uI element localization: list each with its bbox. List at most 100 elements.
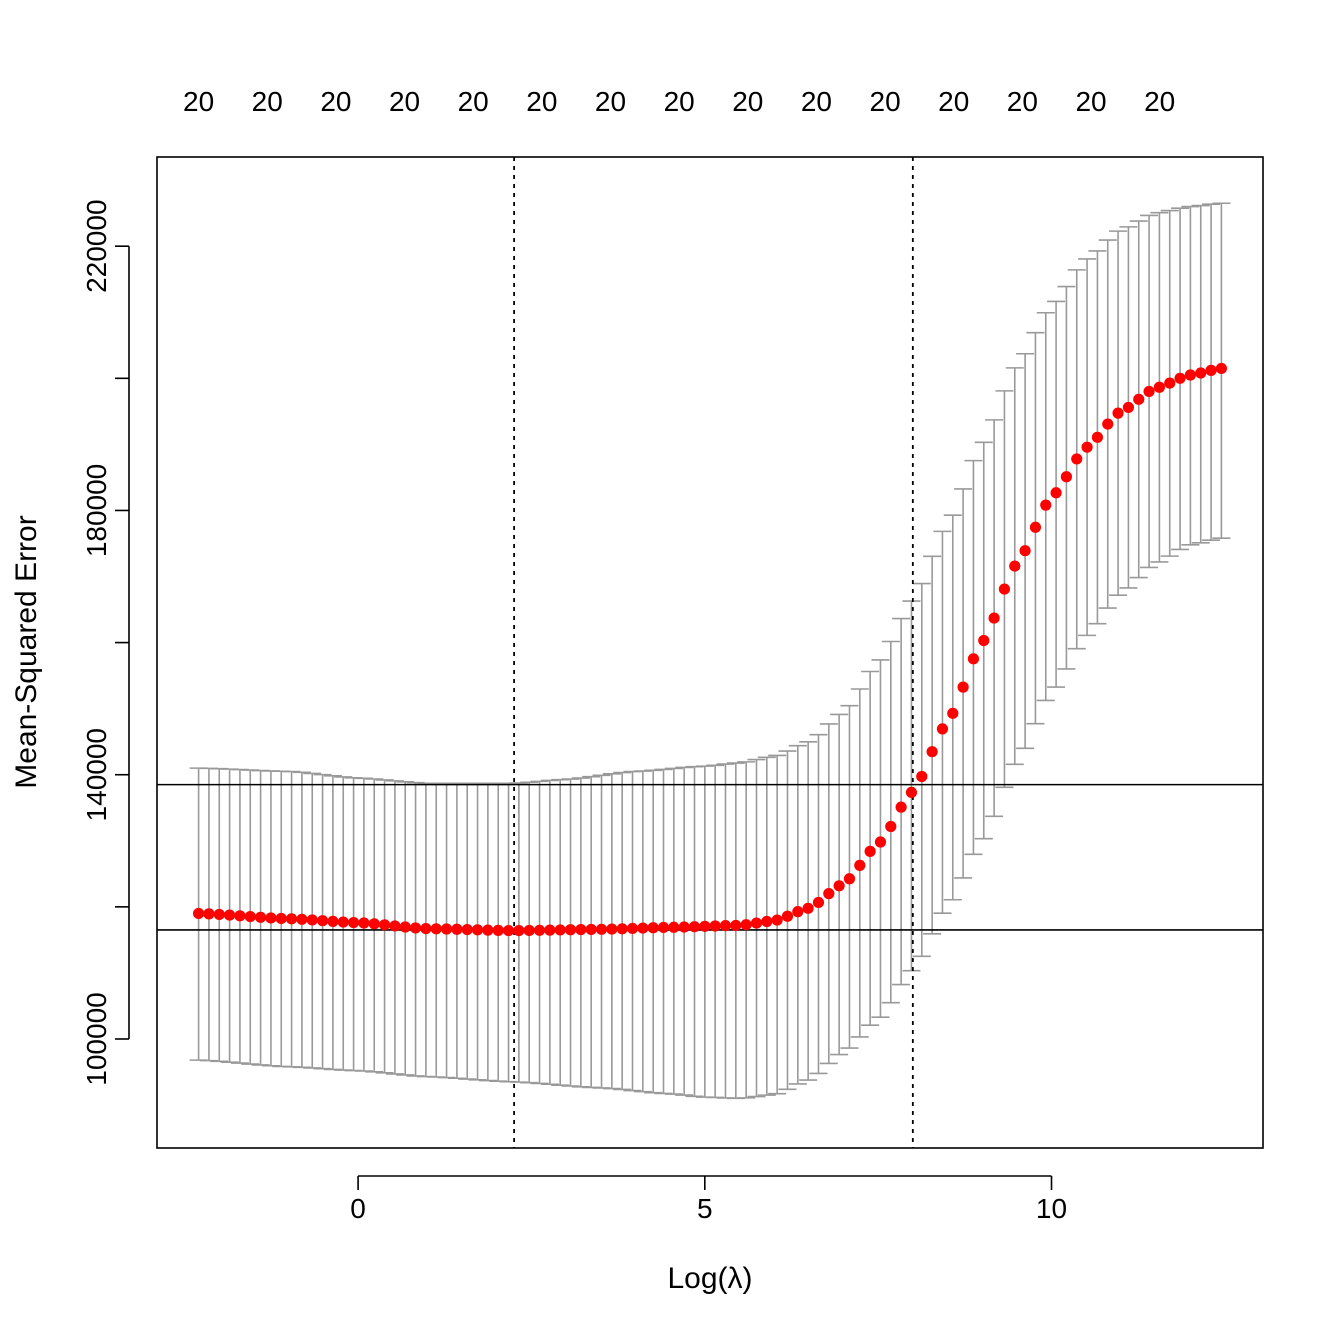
mse-point (575, 923, 587, 936)
top-tick-label: 20 (458, 86, 489, 117)
mse-point (781, 910, 794, 922)
mse-point (947, 707, 959, 719)
mse-point (564, 924, 577, 936)
mse-point (916, 770, 928, 783)
y-tick-label: 180000 (81, 464, 112, 557)
mse-point (482, 924, 494, 936)
top-axis: 20 20 20 20 20 20 20 20 20 20 20 20 20 20 20 (183, 86, 1175, 117)
top-tick-label: 20 (389, 86, 420, 117)
mse-point (275, 912, 287, 925)
mse-point (513, 924, 525, 937)
mse-point (492, 924, 504, 936)
mse-point (502, 924, 515, 937)
mse-point (637, 922, 649, 934)
mse-point (833, 880, 845, 892)
mse-point (957, 681, 969, 693)
mse-point (523, 924, 535, 937)
reference-lines (157, 157, 1263, 1148)
mse-point (616, 923, 628, 935)
mse-point (409, 922, 422, 934)
mse-point (740, 919, 752, 931)
mse-point (533, 924, 546, 936)
top-tick-label: 20 (252, 86, 283, 117)
mse-point (606, 923, 618, 935)
mse-point (1102, 418, 1114, 430)
mse-point (1215, 362, 1227, 375)
y-tick-label: 140000 (81, 728, 112, 821)
mse-point (296, 913, 308, 925)
mse-point (1019, 545, 1031, 557)
mse-point (936, 723, 949, 735)
mse-point (823, 888, 835, 900)
mse-point (193, 907, 205, 920)
mse-point (347, 916, 360, 929)
mse-point (1060, 471, 1073, 483)
mse-point (471, 924, 484, 936)
top-tick-label: 20 (664, 86, 695, 117)
mse-point (1029, 521, 1042, 533)
mse-point (378, 919, 391, 931)
mse-point (1153, 381, 1166, 393)
error-bars (189, 202, 1231, 1100)
mse-point (730, 919, 742, 932)
y-tick-label: 100000 (81, 992, 112, 1085)
x-axis-title: Log(λ) (667, 1262, 752, 1295)
mse-point (554, 924, 566, 936)
mse-point (668, 921, 680, 933)
top-tick-label: 20 (870, 86, 901, 117)
mse-point (223, 909, 236, 921)
mse-point (203, 908, 215, 920)
mse-point (244, 910, 256, 923)
mse-point (864, 845, 876, 857)
mse-point (234, 910, 246, 922)
top-tick-label: 20 (1007, 86, 1038, 117)
mse-point (1050, 487, 1062, 499)
top-tick-label: 20 (320, 86, 351, 117)
mse-point (265, 912, 277, 924)
mse-point (926, 746, 938, 758)
mse-point (688, 921, 701, 933)
mse-point (885, 820, 897, 833)
mse-point (647, 922, 659, 934)
x-tick-label: 0 (350, 1193, 366, 1224)
mse-point (709, 920, 721, 932)
mse-point (358, 917, 370, 929)
mse-point (792, 906, 804, 918)
mse-point (327, 915, 339, 927)
top-tick-label: 20 (595, 86, 626, 117)
mse-point (1040, 499, 1052, 511)
mse-point (1071, 453, 1083, 465)
y-tick-label: 220000 (81, 199, 112, 292)
top-tick-label: 20 (1075, 86, 1106, 117)
top-tick-label: 20 (938, 86, 969, 117)
mse-point (1091, 431, 1104, 443)
mse-point (771, 914, 783, 926)
mse-point (544, 924, 556, 936)
mse-point (699, 920, 711, 932)
mse-point (213, 908, 225, 921)
mse-point (843, 873, 856, 885)
mse-point (812, 896, 825, 909)
x-axis: 0 5 10 (350, 1175, 1067, 1224)
mse-point (967, 653, 980, 665)
mse-point (854, 859, 866, 871)
mse-point (1133, 393, 1145, 405)
mse-point (461, 923, 473, 936)
mse-point (399, 921, 411, 933)
mse-point (1164, 377, 1176, 389)
mse-point (254, 911, 267, 923)
mse-point (802, 902, 814, 914)
plot-frame (156, 156, 1264, 1149)
mse-point (1195, 367, 1207, 379)
top-tick-label: 20 (183, 86, 214, 117)
mse-point (1009, 560, 1021, 572)
mse-point (978, 634, 990, 647)
mse-point (1112, 407, 1124, 419)
mse-point (451, 923, 463, 935)
mse-point (761, 915, 773, 928)
mse-point (905, 786, 918, 799)
mse-point (430, 923, 442, 935)
mse-points (193, 362, 1227, 937)
mse-point (1143, 385, 1155, 398)
